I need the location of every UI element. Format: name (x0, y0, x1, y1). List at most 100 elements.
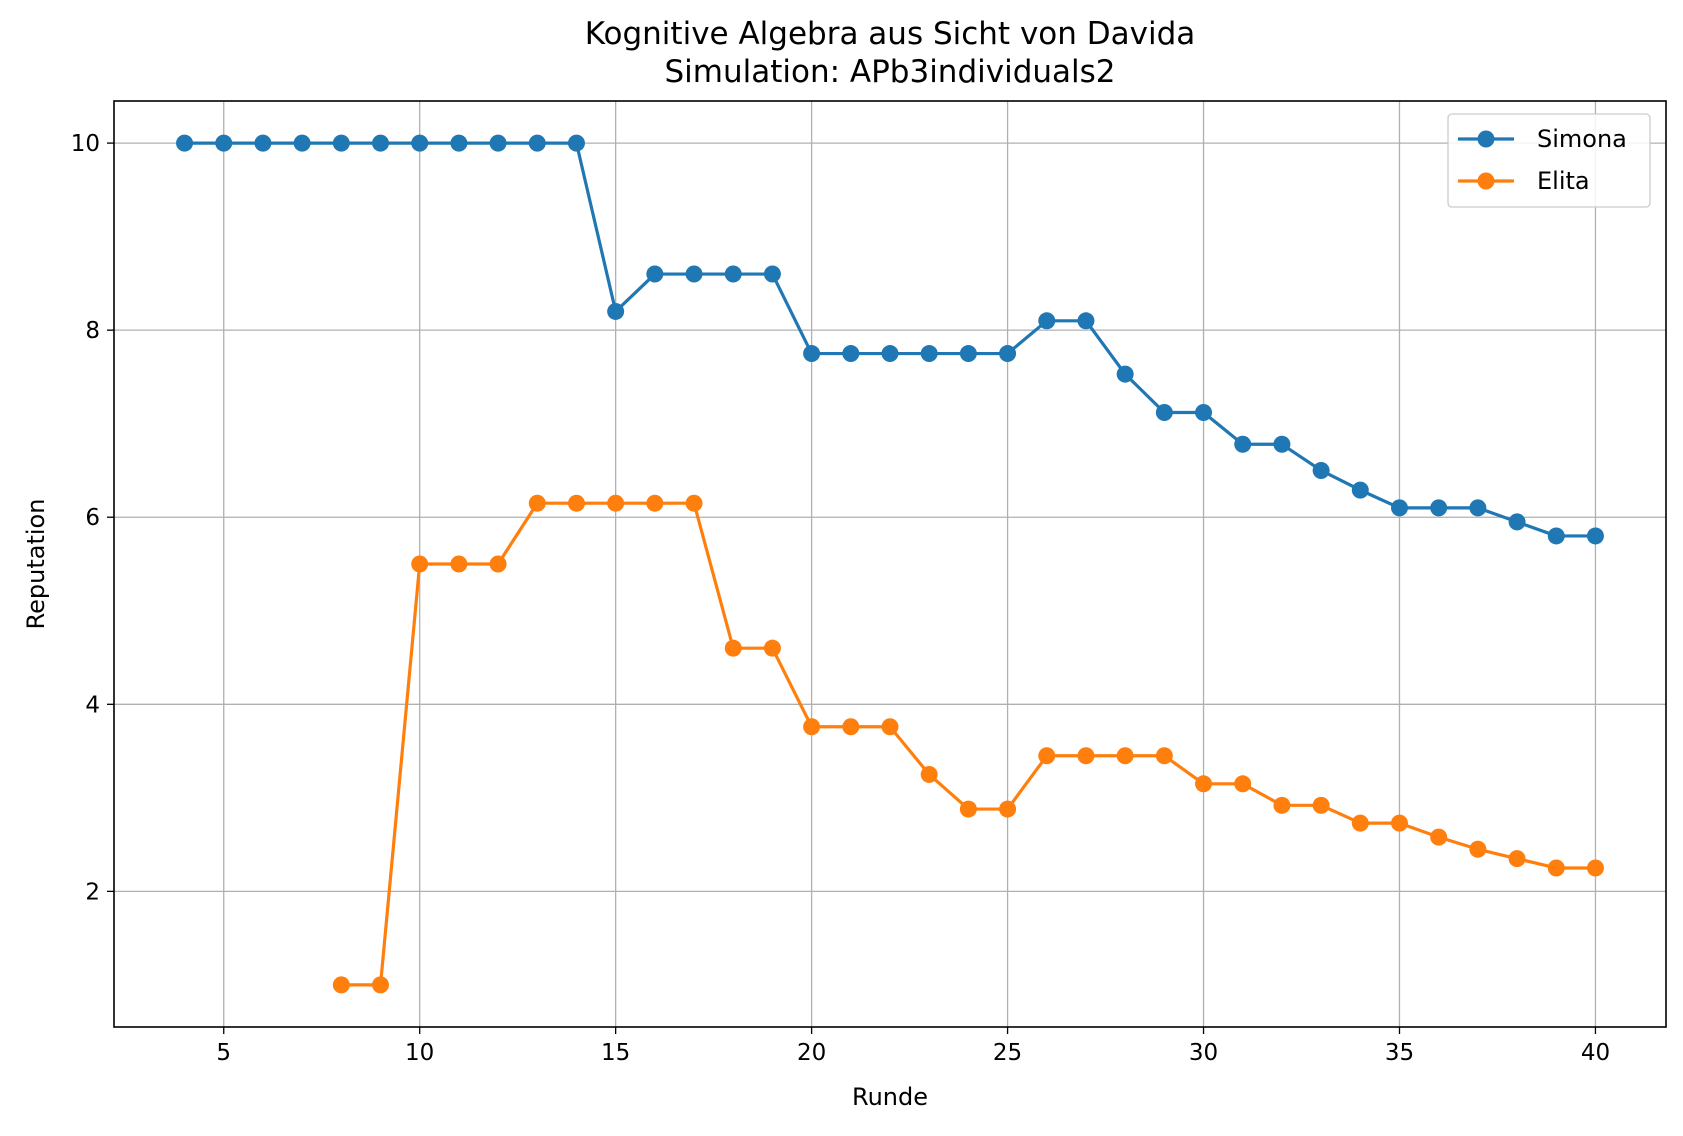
data-point-elita-14 (567, 494, 585, 512)
x-tick-label-20: 20 (797, 1040, 826, 1066)
data-point-simona-12 (489, 134, 507, 152)
data-point-simona-24 (959, 345, 977, 363)
data-point-simona-37 (1469, 499, 1487, 517)
data-point-elita-34 (1351, 814, 1369, 832)
data-point-elita-30 (1195, 775, 1213, 793)
legend-label-simona: Simona (1537, 125, 1627, 153)
data-point-elita-24 (959, 800, 977, 818)
data-point-elita-11 (450, 555, 468, 573)
data-point-simona-25 (999, 345, 1017, 363)
legend-label-elita: Elita (1537, 167, 1590, 195)
data-point-elita-32 (1273, 796, 1291, 814)
data-point-simona-19 (763, 265, 781, 283)
data-point-simona-27 (1077, 312, 1095, 330)
data-point-simona-30 (1195, 403, 1213, 421)
y-tick-label-2: 2 (85, 879, 100, 905)
y-tick-label-6: 6 (85, 505, 100, 531)
x-tick-label-10: 10 (405, 1040, 434, 1066)
data-point-elita-19 (763, 639, 781, 657)
legend-marker-elita (1477, 172, 1495, 190)
data-point-simona-11 (450, 134, 468, 152)
data-point-elita-40 (1586, 859, 1604, 877)
x-tick-label-35: 35 (1385, 1040, 1414, 1066)
data-point-simona-10 (411, 134, 429, 152)
data-point-simona-16 (646, 265, 664, 283)
data-point-elita-10 (411, 555, 429, 573)
data-point-simona-6 (254, 134, 272, 152)
x-axis-ticks: 5 10 15 20 25 30 35 40 (216, 1027, 1610, 1066)
data-point-simona-18 (724, 265, 742, 283)
data-point-elita-17 (685, 494, 703, 512)
data-point-simona-22 (881, 345, 899, 363)
data-point-simona-8 (332, 134, 350, 152)
data-point-simona-36 (1430, 499, 1448, 517)
data-point-elita-31 (1234, 775, 1252, 793)
data-point-elita-37 (1469, 840, 1487, 858)
data-point-elita-36 (1430, 828, 1448, 846)
data-point-simona-31 (1234, 435, 1252, 453)
data-point-elita-23 (920, 765, 938, 783)
data-point-simona-13 (528, 134, 546, 152)
data-point-elita-33 (1312, 796, 1330, 814)
data-point-simona-23 (920, 345, 938, 363)
data-point-elita-9 (372, 976, 390, 994)
data-point-elita-25 (999, 800, 1017, 818)
data-point-elita-20 (803, 718, 821, 736)
data-point-simona-14 (567, 134, 585, 152)
data-point-simona-17 (685, 265, 703, 283)
data-point-simona-20 (803, 345, 821, 363)
data-point-elita-8 (332, 976, 350, 994)
legend: Simona Elita (1447, 113, 1651, 208)
data-point-simona-40 (1586, 527, 1604, 545)
data-point-elita-12 (489, 555, 507, 573)
y-axis-ticks: 2 4 6 8 10 (71, 131, 114, 905)
data-point-elita-15 (607, 494, 625, 512)
y-tick-label-10: 10 (71, 131, 100, 157)
plot-frame (113, 100, 1667, 1028)
data-point-simona-33 (1312, 461, 1330, 479)
data-point-simona-35 (1390, 499, 1408, 517)
data-point-simona-32 (1273, 435, 1291, 453)
x-tick-label-30: 30 (1189, 1040, 1218, 1066)
legend-box (1447, 113, 1651, 208)
x-tick-label-40: 40 (1581, 1040, 1610, 1066)
data-point-elita-13 (528, 494, 546, 512)
data-point-elita-39 (1547, 859, 1565, 877)
data-point-elita-35 (1390, 814, 1408, 832)
y-tick-label-8: 8 (85, 318, 100, 344)
x-axis-label: Runde (852, 1083, 928, 1111)
data-point-simona-29 (1155, 403, 1173, 421)
y-axis-label: Reputation (22, 499, 50, 630)
data-point-elita-29 (1155, 747, 1173, 765)
data-point-simona-9 (372, 134, 390, 152)
legend-entry-simona: Simona (1458, 125, 1627, 153)
data-point-elita-26 (1038, 747, 1056, 765)
data-point-simona-28 (1116, 365, 1134, 383)
data-point-simona-34 (1351, 481, 1369, 499)
data-point-elita-16 (646, 494, 664, 512)
x-tick-label-25: 25 (993, 1040, 1022, 1066)
series-group (176, 134, 1604, 994)
data-point-simona-7 (293, 134, 311, 152)
data-point-elita-21 (842, 718, 860, 736)
chart-subtitle: Simulation: APb3individuals2 (664, 54, 1115, 90)
legend-marker-simona (1477, 130, 1495, 148)
data-point-simona-21 (842, 345, 860, 363)
data-point-simona-5 (215, 134, 233, 152)
x-tick-label-5: 5 (216, 1040, 231, 1066)
data-point-simona-26 (1038, 312, 1056, 330)
data-point-elita-18 (724, 639, 742, 657)
data-point-simona-39 (1547, 527, 1565, 545)
data-point-elita-38 (1508, 850, 1526, 868)
data-point-simona-38 (1508, 513, 1526, 531)
y-tick-label-4: 4 (85, 692, 100, 718)
data-point-elita-28 (1116, 747, 1134, 765)
chart-title: Kognitive Algebra aus Sicht von Davida (585, 16, 1196, 52)
data-point-simona-15 (607, 302, 625, 320)
data-point-elita-27 (1077, 747, 1095, 765)
grid-lines (114, 101, 1666, 1027)
data-point-elita-22 (881, 718, 899, 736)
